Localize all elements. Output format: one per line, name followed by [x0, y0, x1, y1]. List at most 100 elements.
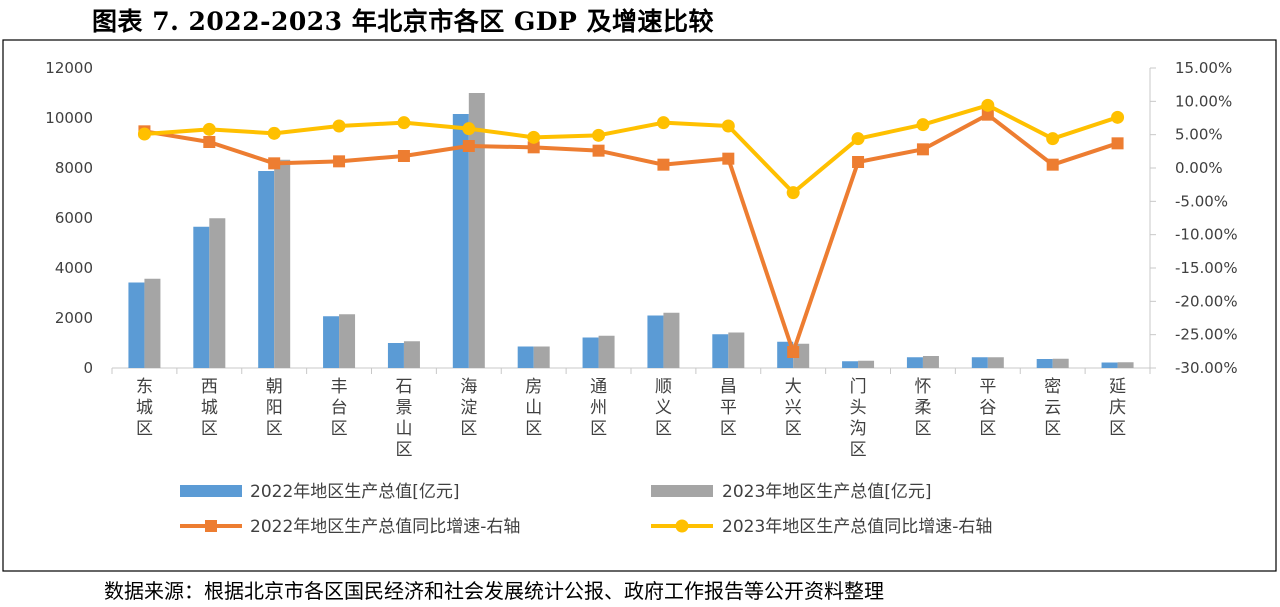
point-2022-14 [1046, 158, 1059, 171]
category-label: 昌平区 [720, 377, 737, 439]
category-label: 房山区 [525, 377, 542, 439]
bar-2023-7 [598, 335, 615, 368]
bar-2023-14 [1052, 358, 1069, 368]
category-label: 通州区 [590, 377, 607, 439]
bar-2023-1 [209, 218, 226, 368]
point-2023-4 [397, 116, 411, 130]
category-label: 朝阳区 [266, 377, 283, 439]
bar-2022-15 [1101, 362, 1118, 368]
legend: 2022年地区生产总值[亿元] 2023年地区生产总值[亿元] 2022年地区生产总… [180, 482, 992, 537]
left-tick-label: 2000 [55, 309, 93, 327]
left-tick-label: 12000 [45, 59, 93, 77]
point-2023-0 [137, 127, 151, 141]
category-label: 丰台区 [331, 377, 348, 439]
bar-2022-6 [517, 346, 534, 368]
point-2023-5 [462, 122, 476, 136]
right-tick-label: 5.00% [1175, 126, 1223, 144]
right-tick-label: -15.00% [1175, 259, 1238, 277]
bar-2022-12 [906, 357, 923, 368]
point-2023-3 [332, 119, 346, 133]
bar-2023-4 [403, 341, 420, 368]
bars [128, 93, 1134, 368]
line-2023 [144, 103, 1119, 195]
point-2023-15 [1111, 110, 1125, 124]
category-label: 石景山区 [395, 377, 412, 460]
bar-2022-7 [582, 337, 599, 368]
left-tick-label: 0 [83, 359, 93, 377]
legend-label: 2022年地区生产总值[亿元] [250, 482, 460, 502]
right-axis: -30.00% -25.00% -20.00% -15.00% -10.00% -5.00… [1149, 59, 1238, 377]
legend-label: 2023年地区生产总值同比增速-右轴 [722, 517, 992, 537]
point-2023-8 [656, 116, 670, 130]
bar-2023-5 [468, 93, 485, 368]
category-label: 顺义区 [655, 377, 672, 439]
bar-2023-8 [663, 312, 680, 368]
bar-2022-13 [971, 357, 988, 368]
bar-2022-0 [128, 282, 145, 368]
right-tick-label: 0.00% [1175, 159, 1223, 177]
left-tick-label: 4000 [55, 259, 93, 277]
point-2022-13 [981, 108, 994, 121]
category-label: 密云区 [1044, 377, 1061, 439]
category-label: 怀柔区 [914, 377, 931, 439]
legend-swatch [651, 485, 713, 497]
right-tick-label: -10.00% [1175, 226, 1238, 244]
bar-2022-3 [323, 316, 340, 368]
right-tick-label: -20.00% [1175, 292, 1238, 310]
point-2022-11 [852, 156, 865, 168]
point-2022-2 [268, 157, 281, 170]
category-label: 平谷区 [979, 377, 996, 439]
left-tick-label: 10000 [45, 109, 93, 127]
point-2023-1 [202, 122, 216, 136]
right-tick-label: -30.00% [1175, 359, 1238, 377]
category-label: 海淀区 [460, 377, 477, 439]
category-label: 西城区 [201, 377, 218, 439]
point-2022-9 [722, 152, 735, 165]
point-2023-12 [916, 118, 930, 132]
bar-2023-11 [858, 360, 875, 368]
point-2023-9 [721, 119, 735, 133]
bar-2023-2 [274, 159, 291, 368]
right-tick-label: -25.00% [1175, 326, 1238, 344]
category-label: 东城区 [136, 377, 153, 439]
bar-2023-12 [922, 356, 939, 368]
bar-2023-3 [339, 314, 356, 368]
point-2022-8 [657, 158, 670, 171]
source-note: 数据来源：根据北京市各区国民经济和社会发展统计公报、政府工作报告等公开资料整理 [104, 579, 884, 603]
category-separators [111, 368, 1151, 374]
figure-title: 图表 7. 2022-2023 年北京市各区 GDP 及增速比较 [92, 7, 714, 36]
legend-swatch [180, 485, 242, 497]
point-2023-6 [527, 130, 541, 144]
category-labels: 东城区 西城区 朝阳区 丰台区 石景山区 海淀区 房山区 通州区 顺义区 昌平区 大兴区 门头沟区 怀柔… [136, 377, 1126, 460]
bar-2023-0 [144, 278, 161, 368]
point-2022-12 [916, 143, 929, 156]
point-2022-7 [592, 144, 605, 157]
bar-2023-9 [728, 332, 745, 368]
plot-area: 0 2000 4000 6000 8000 10000 12000 -30.00% -25.0… [45, 59, 1237, 460]
point-2023-13 [981, 98, 995, 112]
bar-2022-1 [193, 226, 210, 368]
legend-marker [675, 519, 689, 533]
point-2023-11 [851, 132, 865, 146]
bar-2023-13 [987, 357, 1004, 368]
point-2022-15 [1111, 137, 1124, 150]
legend-label: 2023年地区生产总值[亿元] [722, 482, 932, 502]
category-label: 门头沟区 [850, 377, 867, 460]
legend-label: 2022年地区生产总值同比增速-右轴 [250, 517, 520, 537]
bar-2022-14 [1036, 359, 1053, 368]
point-2022-4 [397, 150, 410, 162]
bar-2022-4 [387, 343, 404, 368]
bar-2023-6 [533, 346, 550, 368]
lines [137, 98, 1125, 358]
point-2023-14 [1046, 132, 1060, 146]
point-2023-10 [786, 186, 800, 200]
point-2022-3 [333, 155, 346, 168]
category-label: 延庆区 [1109, 377, 1126, 439]
bar-2022-11 [842, 361, 859, 368]
right-tick-label: 10.00% [1175, 92, 1232, 110]
point-2022-1 [203, 136, 216, 148]
left-axis: 0 2000 4000 6000 8000 10000 12000 [45, 59, 93, 377]
legend-marker [205, 520, 217, 532]
point-2023-7 [592, 128, 606, 142]
